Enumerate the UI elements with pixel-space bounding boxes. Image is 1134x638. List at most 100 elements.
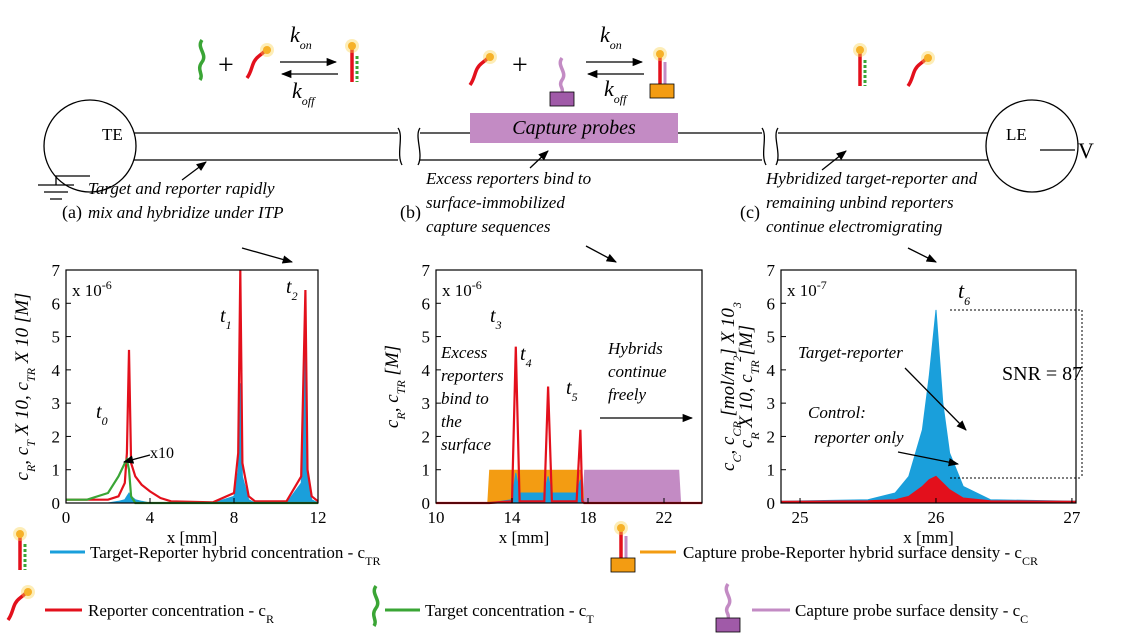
y-tick-label: 6 (767, 294, 776, 313)
annotation-part: t (566, 377, 572, 399)
multiplier: x 10-6 (442, 278, 482, 300)
x-axis-label: x [mm] (499, 528, 550, 547)
annotation: reporter only (814, 428, 904, 447)
rate-constant-part: off (614, 92, 628, 106)
y-tick-label: 2 (52, 427, 61, 446)
y2-axis-label-part: c (718, 462, 739, 471)
annotation-part: continue (608, 362, 667, 381)
pointer (904, 367, 967, 431)
capture-label: Capture probes (512, 117, 636, 139)
legend-label-part: TR (365, 554, 380, 568)
caption-line: capture sequences (426, 217, 551, 236)
multiplier-part: -6 (102, 278, 112, 292)
rate-constant-part: on (300, 38, 312, 52)
y-tick-label: 6 (422, 294, 431, 313)
y2-axis-label-part: 3 (730, 302, 744, 309)
annotation-part: Control: (808, 403, 866, 422)
caption-line: surface-immobilized (426, 193, 565, 212)
axes-frame (435, 269, 703, 504)
x-tick-label: 26 (927, 508, 944, 527)
x-tick-label: 18 (580, 508, 597, 527)
annotation-part: t (490, 305, 496, 327)
annotation: Hybrids (607, 339, 663, 358)
legend-icon (714, 582, 742, 634)
y-axis-label-part: [M] (382, 345, 403, 380)
rate-constant-part: k (600, 22, 611, 47)
y-tick-label: 3 (767, 394, 776, 413)
annotation-part: t (958, 278, 965, 303)
y-axis-label-part: , c (382, 394, 403, 413)
legend-label-part: Capture probe surface density - c (795, 601, 1021, 620)
plus: + (512, 50, 528, 81)
x-tick-label: 8 (230, 508, 239, 527)
y-axis-label-part: X 10, c (12, 381, 33, 440)
annotation-part: 2 (292, 289, 298, 303)
x-tick-label: 12 (310, 508, 327, 527)
multiplier-part: -7 (817, 278, 827, 292)
y-axis-label-part: X 10 [M] (12, 293, 33, 368)
annotation-part: freely (608, 385, 647, 404)
x-axis-label: x [mm] (167, 528, 218, 547)
y-tick-label: 1 (422, 461, 431, 480)
annotation: t0 (96, 401, 108, 428)
caption-line: Excess reporters bind to (425, 169, 591, 188)
area (780, 475, 1077, 504)
y-axis-label-part: TR (24, 367, 38, 382)
pointer (122, 454, 151, 464)
legend-label-part: T (586, 612, 594, 626)
x-tick-label: 14 (504, 508, 522, 527)
annotation: t5 (566, 377, 578, 404)
y2-axis-label-part: [mol/m (718, 362, 739, 422)
multiplier-part: x 10 (442, 281, 472, 300)
legend-icon (6, 583, 37, 622)
annotation: t6 (958, 278, 970, 308)
annotation-part: t (286, 276, 292, 298)
channel (38, 37, 1079, 264)
annotation: SNR = 87 (1002, 363, 1082, 385)
annotation: Target-reporter (798, 343, 903, 362)
snr-bracket (950, 309, 1083, 479)
annotation-part: reporters (441, 366, 504, 385)
annotation: t1 (220, 305, 232, 332)
legend-label: Capture probe surface density - cC (795, 601, 1028, 626)
y-tick-label: 0 (767, 494, 776, 513)
y-axis-label-part: X 10, c (736, 374, 757, 433)
axes-frame (65, 269, 319, 504)
y-axis-label-part: TR (394, 380, 408, 395)
x-tick-label: 4 (146, 508, 155, 527)
y-tick-label: 7 (52, 261, 61, 280)
y2-axis-label-part: ] X 10 (718, 308, 739, 357)
y-tick-label: 0 (422, 494, 431, 513)
rate-constant-part: k (292, 78, 303, 103)
legend-icon (371, 584, 380, 628)
y-axis-label-part: R (24, 464, 38, 473)
legend-label-part: Capture probe-Reporter hybrid surface de… (683, 543, 1022, 562)
annotation-part: reporter only (814, 428, 904, 447)
plus: + (218, 50, 234, 81)
y-tick-label: 7 (767, 261, 776, 280)
y-axis-label-part: T (24, 439, 38, 447)
caption-line: remaining unbind reporters (766, 193, 954, 212)
annotation-part: t (96, 401, 102, 423)
y2-axis-label-part: CR (730, 421, 744, 437)
y2-axis-label-part: , c (718, 436, 739, 455)
y-axis-label-part: TR (748, 360, 762, 375)
multiplier-part: -6 (472, 278, 482, 292)
rate-constant: kon (290, 22, 312, 52)
annotation: bind to (441, 389, 489, 408)
annotation-part: t (520, 343, 526, 365)
annotation-part: surface (441, 435, 492, 454)
multiplier: x 10-6 (72, 278, 112, 300)
y-tick-label: 1 (52, 461, 61, 480)
annotation-part: t (220, 305, 226, 327)
legend-icon (609, 519, 637, 574)
area (66, 299, 319, 504)
y-axis-label-part: R (748, 432, 762, 441)
legend-label-part: Target concentration - c (425, 601, 587, 620)
y-axis-label-part: c (12, 471, 33, 480)
legend-label-part: CR (1022, 554, 1038, 568)
y-axis-label: cR X 10, cTR [M] (736, 325, 762, 448)
annotation-part: 5 (572, 390, 578, 404)
y-tick-label: 5 (422, 328, 431, 347)
